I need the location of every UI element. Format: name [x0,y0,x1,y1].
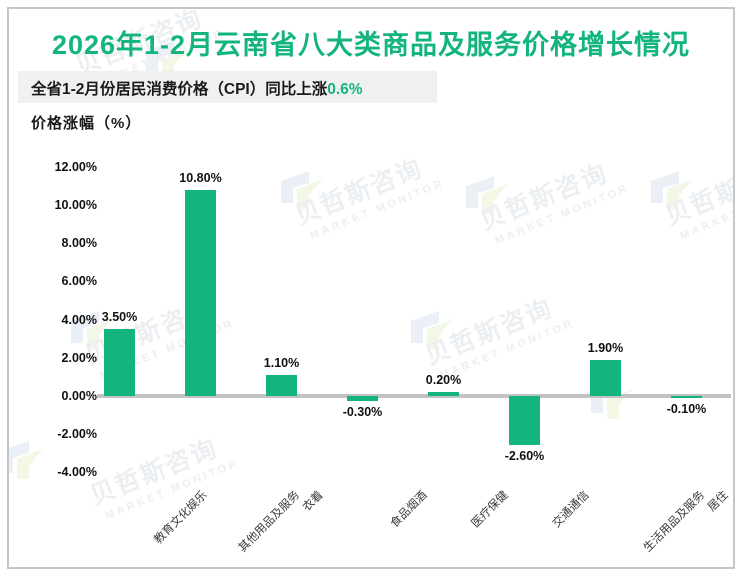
x-axis-label: 其他用品及服务 [236,489,302,555]
subtitle-band [18,71,437,103]
x-axis-label: 教育文化娱乐 [151,489,210,547]
bar-value-label: 1.90% [587,340,624,355]
bar[interactable] [347,395,378,402]
y-axis-tick-label: 12.00% [54,160,97,174]
bar[interactable] [266,374,297,396]
bar-value-label: 10.80% [179,170,222,185]
chart-card: 贝哲斯咨询 MARKET MONITOR 贝哲斯咨询 MARKET MONITO… [7,7,735,569]
x-axis-label: 居住 [705,489,731,514]
bar[interactable] [590,359,621,396]
page-title: 2026年1-2月云南省八大类商品及服务价格增长情况 [51,30,691,60]
y-axis-tick-label: -2.00% [57,426,97,441]
y-axis-title: 价格涨幅（%） [31,115,142,132]
x-axis-label: 交通通信 [550,489,592,531]
bar-value-label: 1.10% [263,355,300,370]
subtitle: 全省1-2月份居民消费价格（CPI）同比上涨0.6% [31,77,363,99]
x-axis-label: 食品烟酒 [388,489,430,531]
y-axis-tick-label: 10.00% [54,198,97,213]
subtitle-highlight-value: 0.6% [327,81,363,98]
zero-baseline [97,393,731,398]
bar-value-label: -0.30% [342,405,383,420]
y-axis-tick-label: 0.00% [61,388,97,403]
x-axis-label: 生活用品及服务 [641,489,707,555]
x-axis-label: 衣着 [300,489,326,514]
y-axis-tick-label: 6.00% [61,274,97,289]
y-axis-tick-label: 2.00% [61,350,97,365]
x-axis-label: 医疗保健 [469,489,511,531]
bar[interactable] [428,391,459,396]
bar[interactable] [104,329,135,396]
bar-value-label: 3.50% [101,310,138,325]
bar-value-label: -0.10% [666,401,707,416]
y-axis-tick-label: -4.00% [57,465,97,479]
y-axis-tick-label: 4.00% [61,312,97,327]
bar[interactable] [509,395,540,446]
bar[interactable] [185,189,216,396]
bar-value-label: 0.20% [425,372,462,387]
bar-value-label: -2.60% [504,449,545,464]
subtitle-text: 全省1-2月份居民消费价格（CPI）同比上涨 [31,81,328,98]
bar[interactable] [671,395,702,398]
y-axis-tick-label: 8.00% [61,236,97,251]
